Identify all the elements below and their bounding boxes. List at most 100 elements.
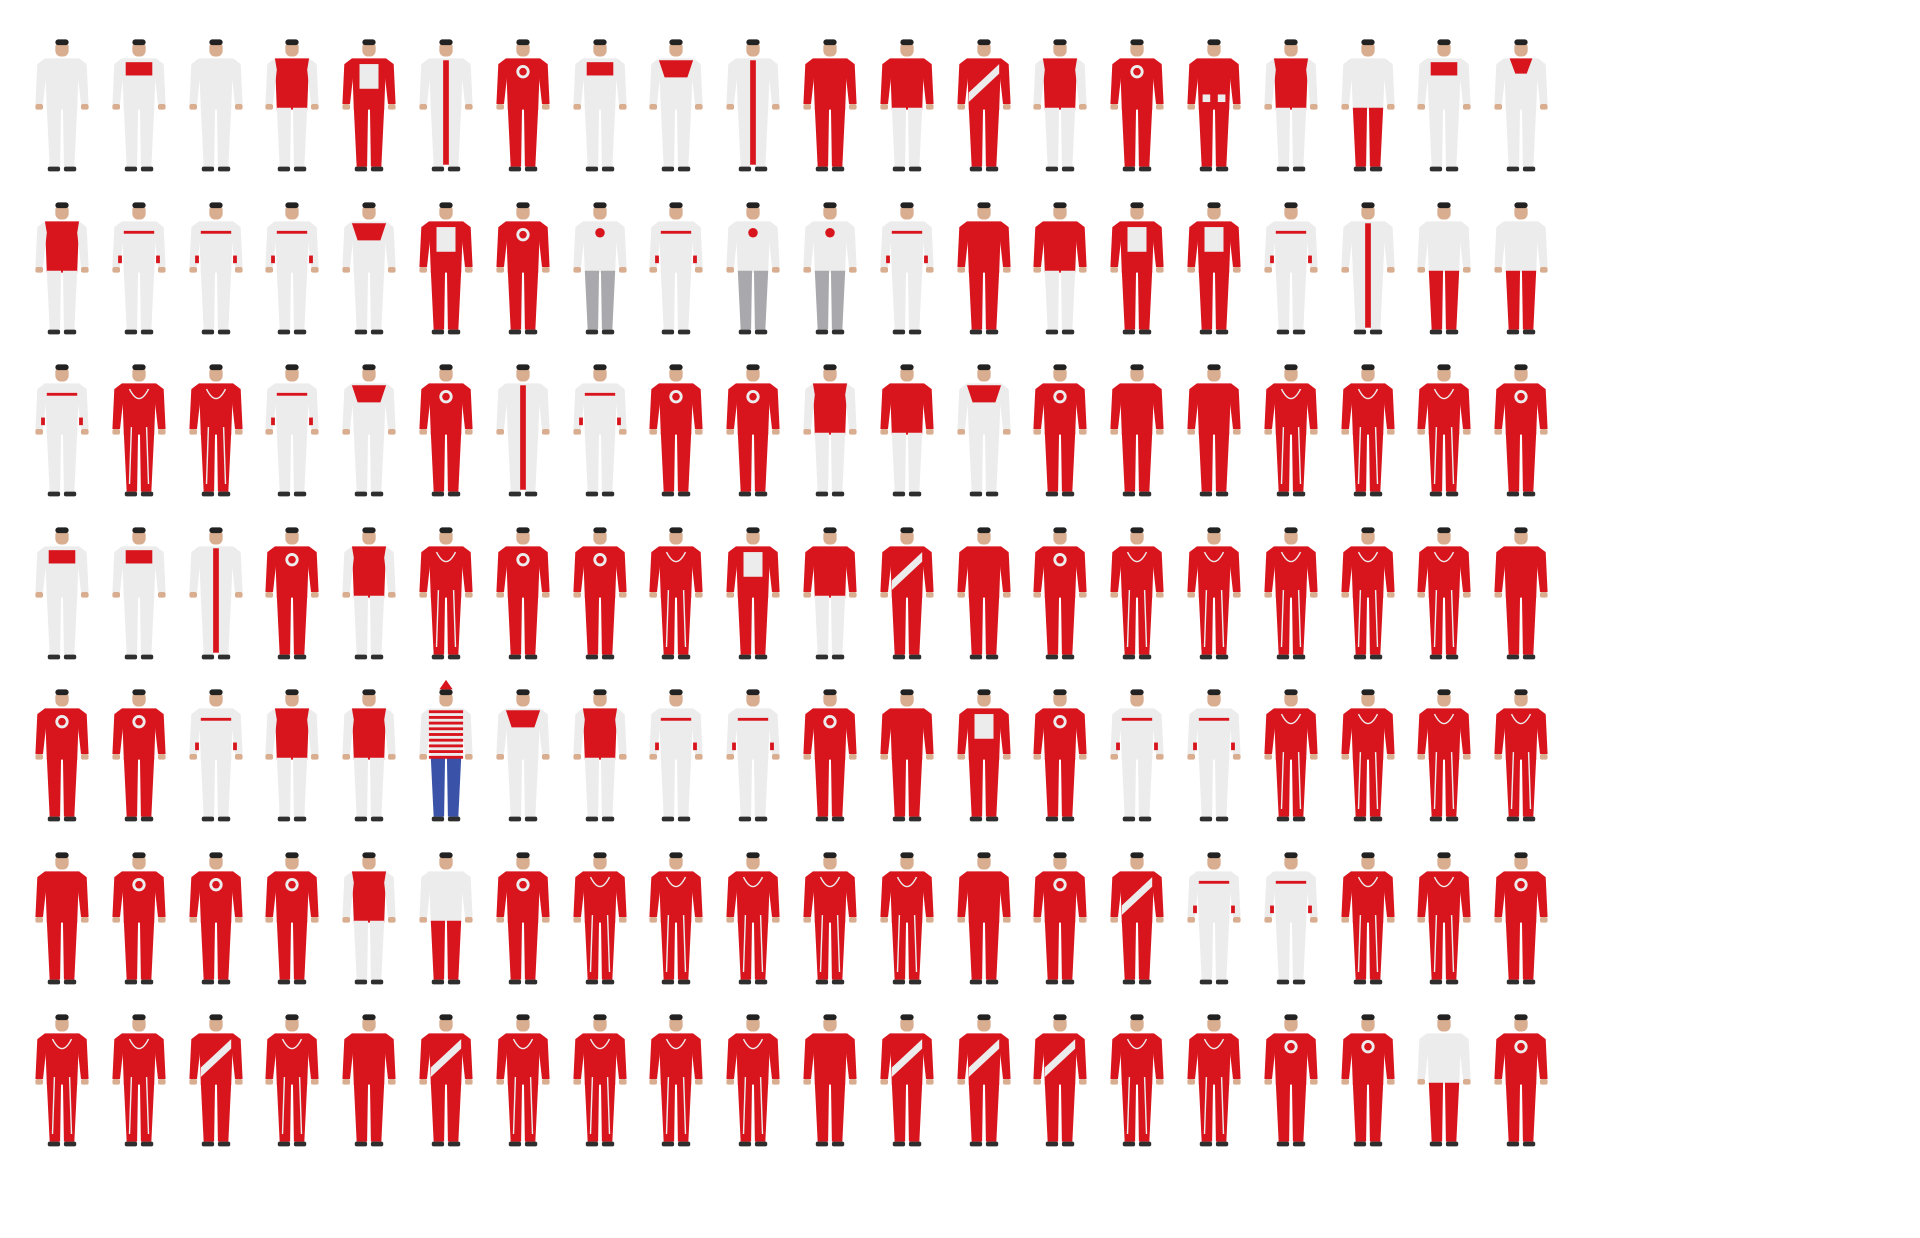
suit-figure xyxy=(944,1003,1024,1153)
suit-figure xyxy=(1404,28,1484,178)
suit-figure-drawing xyxy=(419,851,473,984)
suit-figure-drawing xyxy=(1264,1014,1318,1147)
suit-figure xyxy=(22,841,102,991)
suit-figure-drawing xyxy=(957,201,1011,334)
suit-figure-drawing xyxy=(1110,1014,1164,1147)
suit-figure-drawing xyxy=(1341,689,1395,822)
suit-figure xyxy=(252,28,332,178)
suit-figure-drawing xyxy=(112,1014,166,1147)
suit-figure xyxy=(22,516,102,666)
suit-figure-drawing xyxy=(265,201,319,334)
suit-figure-drawing xyxy=(265,39,319,172)
suit-figure xyxy=(406,353,486,503)
suit-figure xyxy=(790,353,870,503)
suit-figure xyxy=(560,353,640,503)
suit-figure-drawing xyxy=(1494,1014,1548,1147)
suit-figure-drawing xyxy=(573,689,627,822)
suit-figure-drawing xyxy=(265,689,319,822)
suit-figure xyxy=(406,28,486,178)
suit-figure xyxy=(22,1003,102,1153)
suit-figure-drawing xyxy=(1417,201,1471,334)
suit-figure-drawing xyxy=(1187,689,1241,822)
suit-figure-drawing xyxy=(803,201,857,334)
suit-figure-drawing xyxy=(1110,526,1164,659)
suit-figure-drawing xyxy=(803,526,857,659)
suit-figure-drawing xyxy=(112,364,166,497)
suit-figure xyxy=(483,841,563,991)
suit-figure-drawing xyxy=(189,1014,243,1147)
suit-figure-drawing xyxy=(573,1014,627,1147)
suit-figure xyxy=(1174,841,1254,991)
suit-figure-drawing xyxy=(1187,851,1241,984)
suit-figure xyxy=(252,841,332,991)
suit-figure xyxy=(406,516,486,666)
suit-figure xyxy=(1097,28,1177,178)
suit-figure-drawing xyxy=(342,689,396,822)
suit-figure xyxy=(176,516,256,666)
suit-figure-drawing xyxy=(1341,201,1395,334)
suit-figure xyxy=(329,28,409,178)
suit-figure-drawing xyxy=(880,201,934,334)
suit-figure-drawing xyxy=(1110,689,1164,822)
suit-figure xyxy=(1328,28,1408,178)
suit-figure xyxy=(22,28,102,178)
suit-figure xyxy=(790,841,870,991)
suit-figure xyxy=(1097,191,1177,341)
suit-figure xyxy=(1251,191,1331,341)
suit-figure xyxy=(1481,353,1561,503)
suit-figure xyxy=(1251,841,1331,991)
suit-figure xyxy=(713,841,793,991)
suit-figure-drawing xyxy=(880,39,934,172)
suit-figure xyxy=(252,1003,332,1153)
suit-figure-drawing xyxy=(649,201,703,334)
suit-figure xyxy=(252,516,332,666)
suit-figure xyxy=(636,516,716,666)
suit-figure-drawing xyxy=(1264,364,1318,497)
suit-figure xyxy=(99,1003,179,1153)
suit-figure-drawing xyxy=(1417,39,1471,172)
suit-figure xyxy=(99,841,179,991)
suit-figure-drawing xyxy=(1341,39,1395,172)
suit-figure-drawing xyxy=(342,526,396,659)
suit-figure xyxy=(713,516,793,666)
suit-figure-drawing xyxy=(957,689,1011,822)
suit-figure xyxy=(1020,353,1100,503)
suit-figure-drawing xyxy=(265,364,319,497)
suit-figure-drawing xyxy=(1187,1014,1241,1147)
suit-figure-drawing xyxy=(726,689,780,822)
suit-figure xyxy=(1174,678,1254,828)
suit-figure-drawing xyxy=(1494,364,1548,497)
suit-figure xyxy=(176,678,256,828)
suit-figure-drawing xyxy=(1187,364,1241,497)
suit-figure-drawing xyxy=(649,364,703,497)
suit-figure xyxy=(713,353,793,503)
suit-figure xyxy=(713,28,793,178)
suit-figure xyxy=(790,678,870,828)
suit-figure xyxy=(1481,1003,1561,1153)
suit-figure xyxy=(560,28,640,178)
suit-figure-drawing xyxy=(880,364,934,497)
suit-figure-drawing xyxy=(880,526,934,659)
suit-figure xyxy=(483,678,563,828)
suit-figure-drawing xyxy=(112,526,166,659)
suit-figure xyxy=(1174,191,1254,341)
suit-figure xyxy=(252,191,332,341)
suit-figure xyxy=(483,191,563,341)
suit-figure-drawing xyxy=(1341,364,1395,497)
suit-figure xyxy=(1020,28,1100,178)
suit-figure xyxy=(867,841,947,991)
suit-figure xyxy=(1174,28,1254,178)
suit-figure-drawing xyxy=(880,1014,934,1147)
suit-figure xyxy=(1404,678,1484,828)
suit-figure xyxy=(483,516,563,666)
suit-figure-drawing xyxy=(1264,201,1318,334)
suit-figure xyxy=(713,1003,793,1153)
suit-figure-drawing xyxy=(1341,1014,1395,1147)
suit-figure-drawing xyxy=(1494,39,1548,172)
suit-figure xyxy=(22,678,102,828)
suit-figure xyxy=(867,678,947,828)
suit-figure-drawing xyxy=(1264,39,1318,172)
suit-figure xyxy=(560,516,640,666)
suit-figure xyxy=(790,516,870,666)
suit-figure-drawing xyxy=(419,39,473,172)
